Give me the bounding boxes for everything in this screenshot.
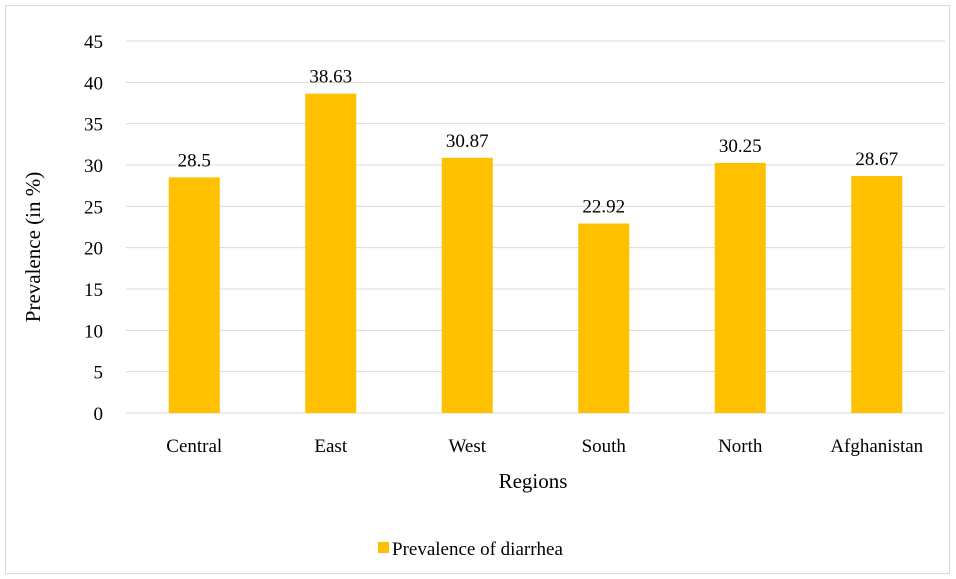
- bar-north: [714, 162, 766, 413]
- y-tick-label: 0: [94, 404, 104, 425]
- data-label-west: 30.87: [446, 131, 489, 152]
- bar-west: [441, 157, 493, 413]
- x-axis-categories: Central East West South North Afghanistan: [166, 436, 923, 457]
- x-category-label: Central: [166, 436, 222, 457]
- y-tick-label: 40: [84, 73, 103, 94]
- data-label-east: 38.63: [309, 67, 352, 88]
- y-tick-label: 25: [84, 197, 103, 218]
- x-category-label: West: [448, 436, 486, 457]
- data-label-north: 30.25: [719, 136, 762, 157]
- y-tick-label: 35: [84, 115, 103, 136]
- bar-east: [305, 93, 357, 414]
- legend-swatch: [378, 542, 389, 553]
- x-category-label: South: [582, 436, 627, 457]
- y-tick-label: 10: [84, 321, 103, 342]
- y-axis-ticks: 0 5 10 15 20 25 30 35 40 45: [84, 32, 103, 425]
- data-labels: 28.5 38.63 30.87 22.92 30.25 28.67: [178, 67, 899, 218]
- bar-central: [168, 177, 220, 413]
- y-tick-label: 5: [94, 363, 104, 384]
- data-label-central: 28.5: [178, 150, 211, 171]
- x-category-label: Afghanistan: [830, 436, 923, 457]
- bar-south: [578, 223, 630, 413]
- y-tick-label: 20: [84, 239, 103, 260]
- x-category-label: North: [718, 436, 763, 457]
- bars: [168, 93, 903, 414]
- legend-label: Prevalence of diarrhea: [392, 539, 563, 560]
- x-category-label: East: [314, 436, 347, 457]
- y-tick-label: 15: [84, 280, 103, 301]
- gridlines: [126, 40, 945, 414]
- data-label-afghanistan: 28.67: [855, 149, 898, 170]
- y-tick-label: 45: [84, 32, 103, 53]
- legend: Prevalence of diarrhea: [378, 539, 563, 560]
- bar-afghanistan: [851, 175, 903, 413]
- y-axis-title: Prevalence (in %): [21, 172, 45, 322]
- y-tick-label: 30: [84, 156, 103, 177]
- data-label-south: 22.92: [582, 197, 625, 218]
- x-axis-title: Regions: [499, 469, 568, 493]
